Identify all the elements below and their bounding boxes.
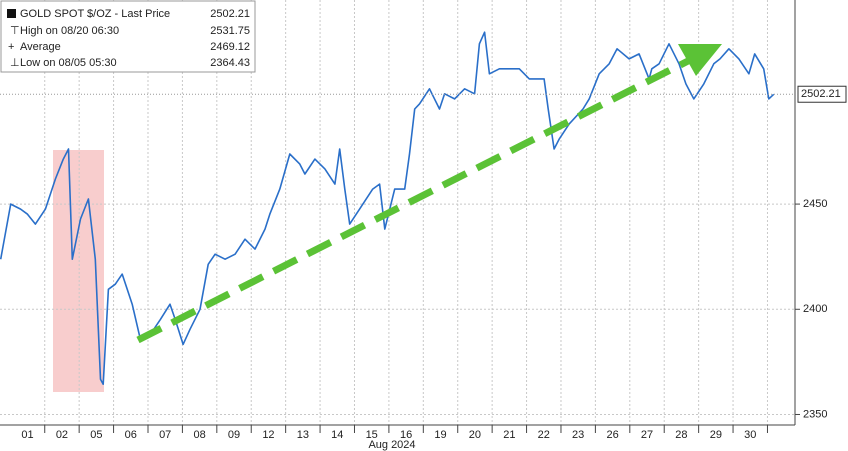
x-tick-label: 19: [434, 429, 446, 441]
x-tick-label: 15: [366, 429, 378, 441]
y-tick-label: 2400: [803, 303, 827, 315]
x-tick-label: 30: [744, 429, 756, 441]
x-tick-label: 28: [675, 429, 687, 441]
last-price-label: 2502.21: [801, 88, 841, 100]
y-tick-label: 2350: [803, 408, 827, 420]
x-tick-label: 06: [125, 429, 137, 441]
x-tick-label: 09: [228, 429, 240, 441]
legend-value: 2469.12: [210, 41, 250, 53]
y-tick-label: 2450: [803, 198, 827, 210]
legend-value: 2531.75: [210, 25, 250, 37]
x-tick-label: 02: [56, 429, 68, 441]
x-tick-label: 05: [90, 429, 102, 441]
legend-label: High on 08/20 06:30: [20, 25, 119, 37]
legend-icon: ⊥: [10, 57, 20, 69]
trend-line: [136, 56, 692, 344]
arrow-head: [678, 44, 722, 76]
x-tick-label: 23: [572, 429, 584, 441]
x-tick-label: 26: [606, 429, 618, 441]
legend: GOLD SPOT $/OZ - Last Price 2502.21 ⊤ Hi…: [0, 0, 256, 73]
legend-icon: +: [8, 41, 14, 53]
legend-swatch: [7, 9, 16, 18]
legend-value: 2502.21: [210, 8, 250, 20]
x-tick-label: 13: [297, 429, 309, 441]
x-tick-label: 08: [193, 429, 205, 441]
x-tick-label: 27: [641, 429, 653, 441]
legend-box: [0, 0, 256, 73]
x-tick-label: 20: [469, 429, 481, 441]
legend-icon: ⊤: [10, 25, 20, 37]
x-tick-label: 12: [262, 429, 274, 441]
plot-area: 2350 2400 2450 01 02 05 06 07 08 09 12 13 14 15 16 19 20…: [0, 0, 847, 441]
x-tick-label: 01: [21, 429, 33, 441]
x-tick-label: 14: [331, 429, 343, 441]
legend-name: GOLD SPOT $/OZ - Last Price: [20, 8, 170, 20]
x-tick-label: 29: [710, 429, 722, 441]
x-axis-label: Aug 2024: [368, 439, 415, 451]
trend-arrow: [136, 44, 722, 344]
legend-label: Average: [20, 41, 61, 53]
x-tick-label: 21: [503, 429, 515, 441]
price-line: [0, 31, 775, 385]
x-tick-label: 07: [159, 429, 171, 441]
x-tick-label: 22: [538, 429, 550, 441]
x-tick-label: 16: [400, 429, 412, 441]
last-price-box: [797, 85, 847, 103]
legend-label: Low on 08/05 05:30: [20, 57, 117, 69]
legend-value: 2364.43: [210, 57, 250, 69]
